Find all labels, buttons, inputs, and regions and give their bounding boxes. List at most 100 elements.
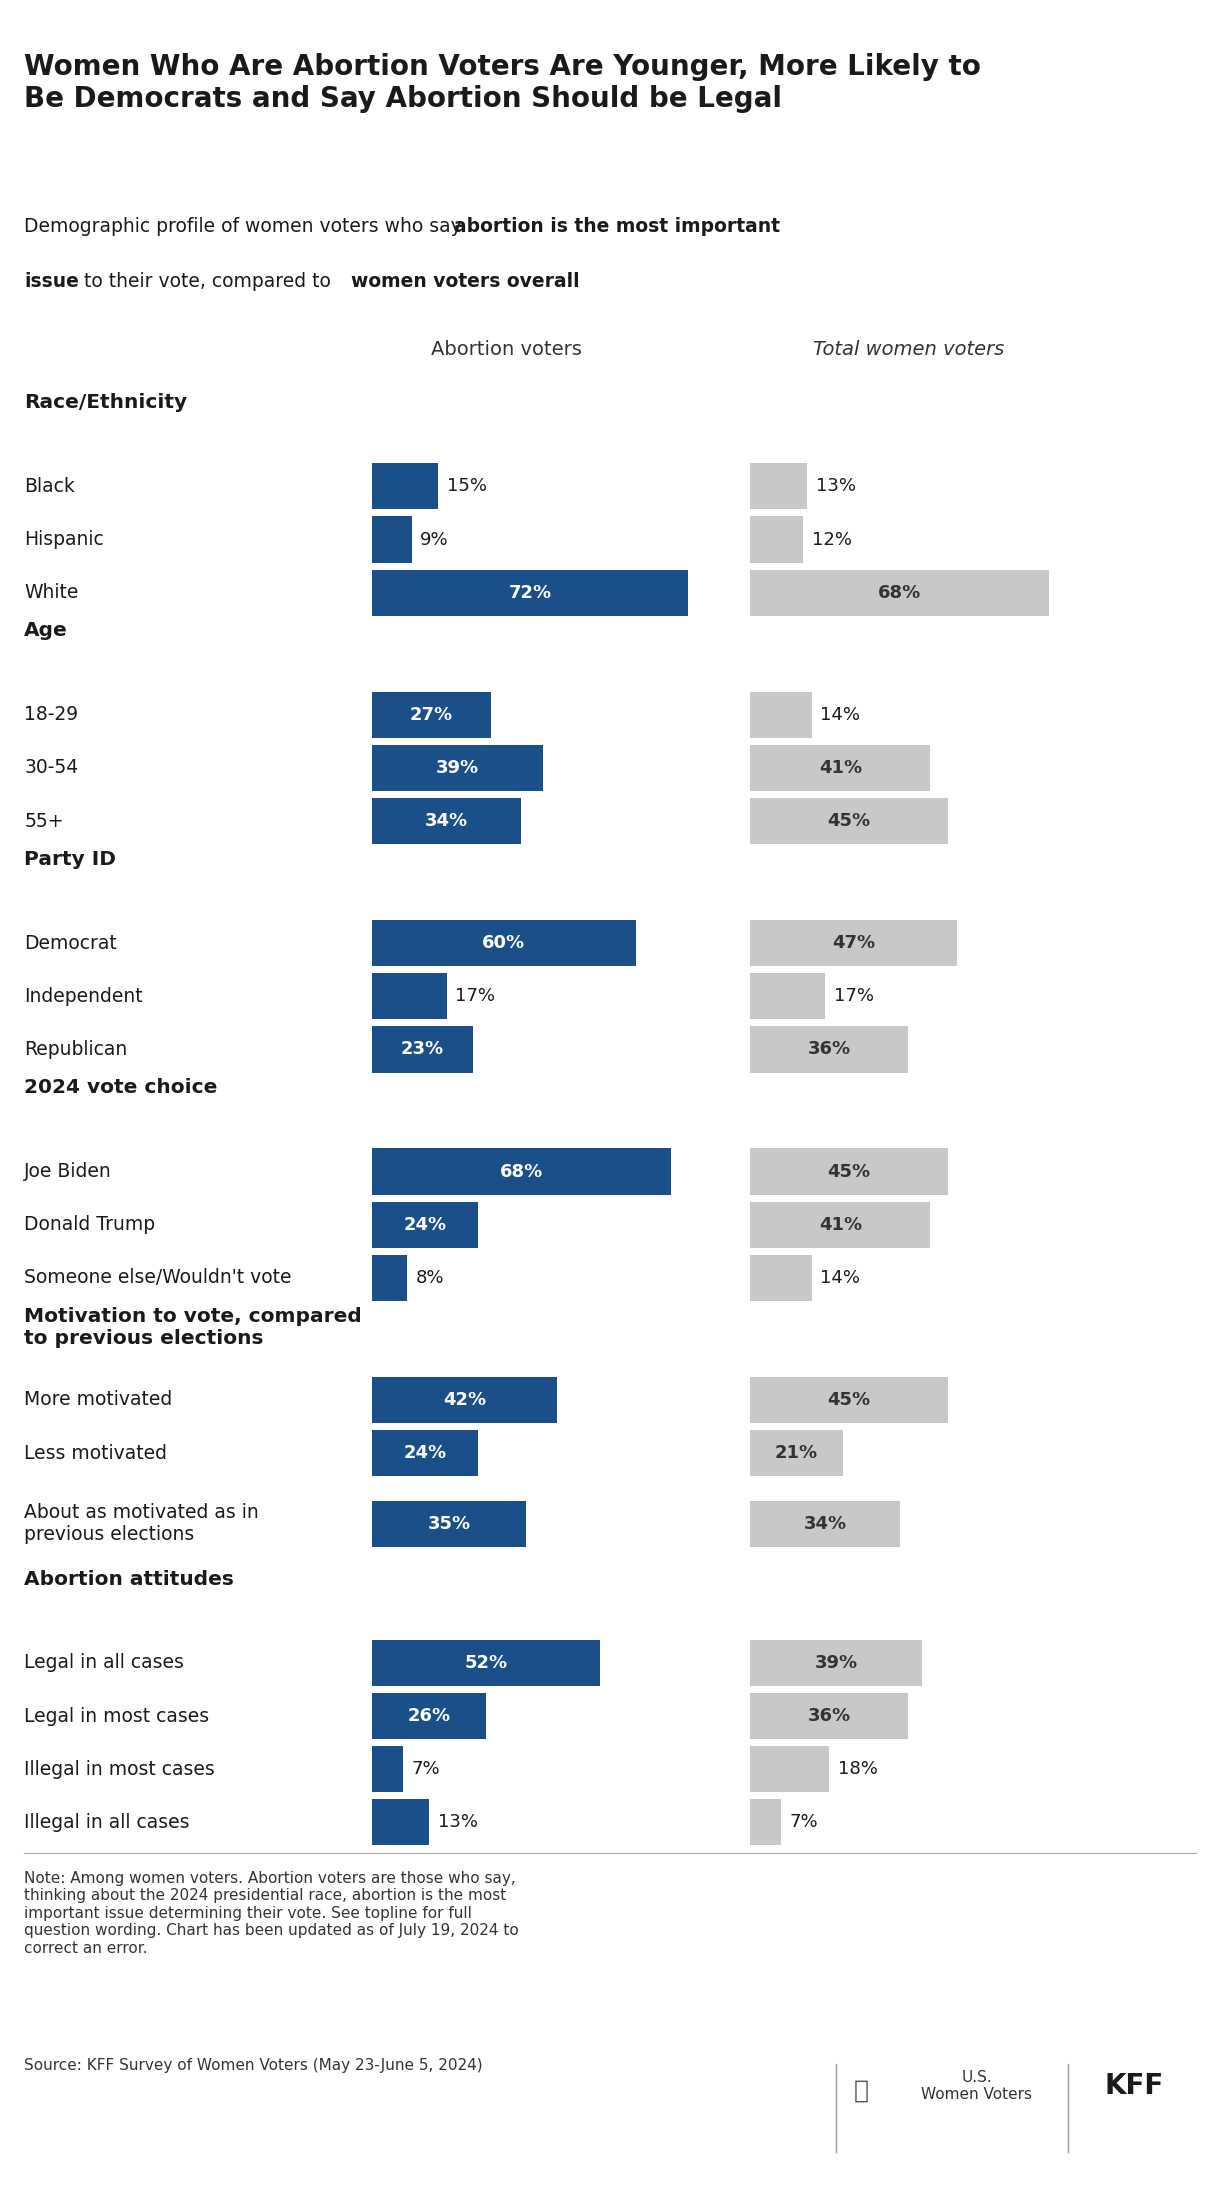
Text: Joe Biden: Joe Biden	[24, 1162, 112, 1181]
Text: Less motivated: Less motivated	[24, 1443, 167, 1463]
Text: to their vote, compared to: to their vote, compared to	[78, 272, 337, 292]
Bar	[372, 1500, 526, 1546]
Text: 45%: 45%	[827, 1390, 871, 1410]
Text: KFF: KFF	[1104, 2073, 1164, 2099]
Text: 24%: 24%	[404, 1217, 447, 1234]
Bar	[372, 516, 411, 562]
Text: Demographic profile of women voters who say: Demographic profile of women voters who …	[24, 217, 468, 237]
Text: 8%: 8%	[416, 1269, 444, 1287]
Bar	[372, 1254, 407, 1300]
Text: Black: Black	[24, 477, 76, 496]
Bar	[750, 973, 825, 1019]
Text: 17%: 17%	[455, 988, 495, 1006]
Text: 45%: 45%	[827, 1162, 871, 1181]
Bar	[750, 1693, 909, 1739]
Text: 39%: 39%	[815, 1654, 858, 1671]
Bar	[372, 973, 447, 1019]
Text: White: White	[24, 584, 79, 602]
Bar	[750, 1026, 909, 1072]
Bar	[750, 692, 811, 738]
Text: Motivation to vote, compared
to previous elections: Motivation to vote, compared to previous…	[24, 1307, 362, 1348]
Bar	[372, 1746, 403, 1792]
Text: Abortion attitudes: Abortion attitudes	[24, 1570, 234, 1588]
Text: 14%: 14%	[820, 1269, 860, 1287]
Bar	[372, 692, 490, 738]
Text: :: :	[566, 272, 572, 292]
Text: abortion is the most important: abortion is the most important	[454, 217, 780, 237]
Text: women voters overall: women voters overall	[351, 272, 580, 292]
Bar	[750, 1149, 948, 1195]
Bar	[750, 1500, 899, 1546]
Bar	[372, 1693, 487, 1739]
Text: 27%: 27%	[410, 705, 453, 725]
Text: 55+: 55+	[24, 813, 63, 830]
Bar	[750, 1640, 921, 1687]
Bar	[750, 463, 808, 509]
Text: 🗺: 🗺	[854, 2080, 869, 2102]
Bar	[750, 1799, 781, 1845]
Bar	[750, 1746, 830, 1792]
Text: 34%: 34%	[426, 813, 468, 830]
Text: 9%: 9%	[420, 531, 449, 549]
Text: Note: Among women voters. Abortion voters are those who say,
thinking about the : Note: Among women voters. Abortion voter…	[24, 1871, 520, 1957]
Text: 18%: 18%	[838, 1761, 877, 1779]
Text: More motivated: More motivated	[24, 1390, 173, 1410]
Text: Legal in all cases: Legal in all cases	[24, 1654, 184, 1673]
Text: 68%: 68%	[878, 584, 921, 602]
Text: Total women voters: Total women voters	[814, 340, 1004, 360]
Text: 18-29: 18-29	[24, 705, 78, 725]
Text: issue: issue	[24, 272, 79, 292]
Text: Democrat: Democrat	[24, 933, 117, 953]
Text: 14%: 14%	[820, 705, 860, 725]
Text: 12%: 12%	[811, 531, 852, 549]
Text: Illegal in most cases: Illegal in most cases	[24, 1759, 215, 1779]
Text: 39%: 39%	[437, 760, 479, 777]
Text: Age: Age	[24, 621, 68, 641]
Text: Hispanic: Hispanic	[24, 529, 104, 549]
Text: 7%: 7%	[789, 1814, 819, 1831]
Text: Illegal in all cases: Illegal in all cases	[24, 1814, 190, 1831]
Text: 41%: 41%	[819, 1217, 861, 1234]
Bar	[372, 1026, 473, 1072]
Text: 36%: 36%	[808, 1041, 850, 1058]
Bar	[372, 1201, 477, 1247]
Text: Source: KFF Survey of Women Voters (May 23-June 5, 2024): Source: KFF Survey of Women Voters (May …	[24, 2058, 483, 2073]
Text: 72%: 72%	[509, 584, 551, 602]
Bar	[750, 1430, 843, 1476]
Bar	[750, 1201, 931, 1247]
Bar	[750, 516, 803, 562]
Bar	[372, 1149, 671, 1195]
Bar	[750, 1377, 948, 1423]
Text: 34%: 34%	[804, 1515, 847, 1533]
Text: 13%: 13%	[816, 477, 856, 496]
Bar	[372, 920, 636, 966]
Text: 60%: 60%	[482, 933, 526, 953]
Text: 35%: 35%	[427, 1515, 471, 1533]
Bar	[750, 1254, 811, 1300]
Text: 23%: 23%	[401, 1041, 444, 1058]
Text: U.S.
Women Voters: U.S. Women Voters	[921, 2071, 1032, 2102]
Text: Women Who Are Abortion Voters Are Younger, More Likely to
Be Democrats and Say A: Women Who Are Abortion Voters Are Younge…	[24, 53, 981, 114]
Bar	[750, 744, 931, 791]
Bar	[372, 1377, 556, 1423]
Text: 26%: 26%	[407, 1706, 450, 1726]
Text: 52%: 52%	[465, 1654, 508, 1671]
Bar	[372, 1799, 429, 1845]
Text: Donald Trump: Donald Trump	[24, 1214, 155, 1234]
Text: Independent: Independent	[24, 986, 143, 1006]
Bar	[750, 569, 1049, 615]
Text: 30-54: 30-54	[24, 758, 78, 777]
Text: 7%: 7%	[411, 1761, 440, 1779]
Text: 24%: 24%	[404, 1445, 447, 1463]
Text: 2024 vote choice: 2024 vote choice	[24, 1078, 218, 1098]
Text: Someone else/Wouldn't vote: Someone else/Wouldn't vote	[24, 1269, 292, 1287]
Bar	[372, 463, 438, 509]
Bar	[372, 744, 543, 791]
Text: Abortion voters: Abortion voters	[431, 340, 582, 360]
Text: Race/Ethnicity: Race/Ethnicity	[24, 393, 188, 413]
Text: Party ID: Party ID	[24, 850, 116, 870]
Text: 15%: 15%	[447, 477, 487, 496]
Bar	[750, 920, 956, 966]
Text: 47%: 47%	[832, 933, 875, 953]
Text: 42%: 42%	[443, 1390, 486, 1410]
